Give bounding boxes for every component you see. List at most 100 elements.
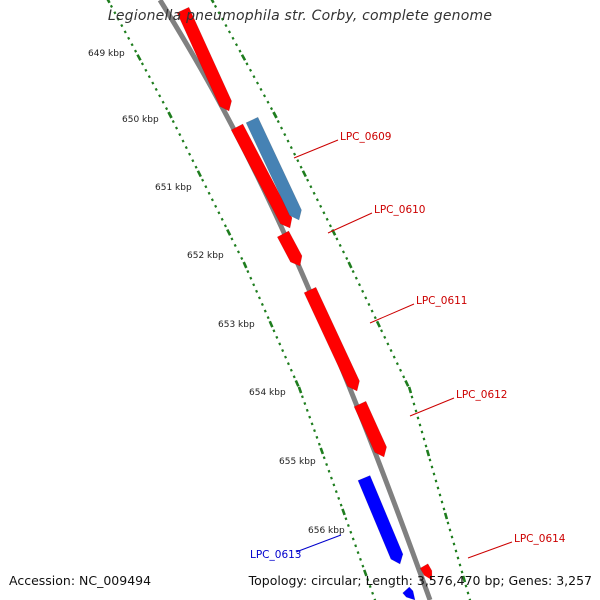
inner-tick — [337, 496, 341, 500]
outer-tick — [293, 152, 297, 156]
inner-tick — [359, 557, 362, 561]
outer-tick — [227, 30, 232, 34]
inner-tick — [144, 68, 148, 72]
inner-tick — [363, 569, 368, 577]
inner-tick — [361, 564, 365, 568]
scale-label: 650 kbp — [122, 115, 159, 125]
inner-tick — [130, 43, 134, 47]
gene-block-lpc-0611[interactable] — [303, 286, 360, 392]
outer-tick — [248, 68, 253, 72]
gene-label-lpc-0611[interactable]: LPC_0611 — [416, 295, 468, 307]
inner-tick — [297, 386, 303, 394]
inner-tick — [330, 476, 333, 480]
inner-tick — [303, 402, 307, 406]
inner-tick — [344, 517, 348, 521]
outer-tick — [436, 486, 440, 490]
inner-tick — [325, 463, 329, 467]
inner-tick — [268, 320, 274, 328]
gene-label-lpc-0610[interactable]: LPC_0610 — [374, 204, 426, 216]
scale-label: 656 kbp — [308, 526, 345, 536]
inner-tick — [289, 368, 293, 372]
inner-tick — [109, 4, 113, 8]
outer-tick — [234, 43, 239, 47]
inner-tick — [260, 302, 264, 307]
outer-tick — [301, 170, 307, 178]
inner-tick — [178, 132, 182, 137]
gene-block-lpc-0613[interactable] — [357, 475, 404, 565]
gene-leader-line — [293, 139, 339, 159]
inner-tick — [371, 591, 375, 595]
map-title: Legionella pneumophila str. Corby, compl… — [107, 8, 493, 24]
inner-tick — [284, 355, 288, 359]
inner-tick — [240, 256, 244, 261]
inner-tick-ring — [106, 0, 377, 600]
inner-tick — [327, 469, 331, 473]
outer-tick — [442, 507, 446, 511]
outer-tick — [315, 198, 319, 202]
gene-leader-line — [409, 397, 455, 417]
outer-tick — [252, 75, 256, 79]
inner-tick — [368, 584, 372, 588]
outer-tick — [456, 556, 460, 560]
outer-tick — [240, 54, 247, 61]
outer-tick — [452, 542, 456, 546]
inner-tick — [257, 296, 261, 300]
inner-tick — [194, 165, 198, 169]
outer-tick — [448, 528, 452, 532]
inner-tick — [140, 62, 144, 66]
inner-tick — [217, 211, 221, 215]
outer-tick — [386, 342, 390, 346]
outer-tick — [262, 94, 267, 98]
gene-label-lpc-0612[interactable]: LPC_0612 — [456, 389, 508, 401]
outer-tick — [383, 335, 387, 339]
inner-tick — [286, 362, 290, 366]
inner-tick — [127, 36, 131, 40]
inner-tick — [349, 530, 353, 534]
gene-block-0608[interactable] — [176, 6, 232, 112]
inner-tick — [373, 598, 377, 600]
gene-leader-line — [295, 534, 342, 553]
gene-label-lpc-0614[interactable]: LPC_0614 — [514, 533, 566, 545]
gene-block-lpc-0610-part[interactable] — [230, 123, 293, 229]
outer-tick — [434, 479, 438, 483]
gene-block-lpc-0615[interactable] — [402, 586, 416, 600]
inner-tick — [226, 228, 232, 236]
inner-tick — [300, 395, 304, 399]
inner-tick — [223, 224, 227, 228]
gene-label-lpc-0609[interactable]: LPC_0609 — [340, 131, 392, 143]
inner-tick — [319, 447, 325, 455]
outer-tick — [425, 449, 431, 457]
inner-tick — [294, 379, 300, 387]
inner-tick — [151, 81, 155, 85]
inner-tick — [184, 146, 188, 150]
inner-tick — [196, 170, 202, 178]
inner-tick — [158, 94, 162, 98]
inner-tick — [292, 375, 296, 379]
outer-tick — [399, 368, 403, 372]
gene-block-lpc-0614[interactable] — [419, 563, 433, 581]
outer-tick — [272, 111, 278, 119]
gene-block-lpc-0610[interactable] — [276, 230, 303, 267]
inner-tick — [204, 185, 208, 189]
inner-tick — [366, 578, 370, 582]
inner-tick — [341, 508, 346, 516]
gene-block-lpc-0609[interactable] — [245, 116, 302, 221]
inner-tick — [313, 429, 316, 433]
inner-tick — [171, 119, 175, 124]
scale-labels: 649 kbp 650 kbp 651 kbp 652 kbp 653 kbp 654 k… — [88, 49, 345, 536]
accession-label: Accession: NC_009494 — [9, 573, 152, 588]
inner-tick — [175, 126, 179, 130]
gene-label-lpc-0613[interactable]: LPC_0613 — [250, 549, 302, 561]
outer-tick — [375, 320, 381, 328]
inner-tick — [281, 348, 285, 353]
outer-tick — [238, 49, 242, 53]
inner-tick — [246, 270, 250, 274]
inner-tick — [113, 11, 117, 15]
outer-tick — [446, 521, 450, 525]
gene-block-lpc-0612[interactable] — [353, 400, 387, 458]
inner-tick — [263, 309, 267, 313]
inner-tick — [308, 415, 312, 419]
inner-tick — [249, 276, 253, 280]
